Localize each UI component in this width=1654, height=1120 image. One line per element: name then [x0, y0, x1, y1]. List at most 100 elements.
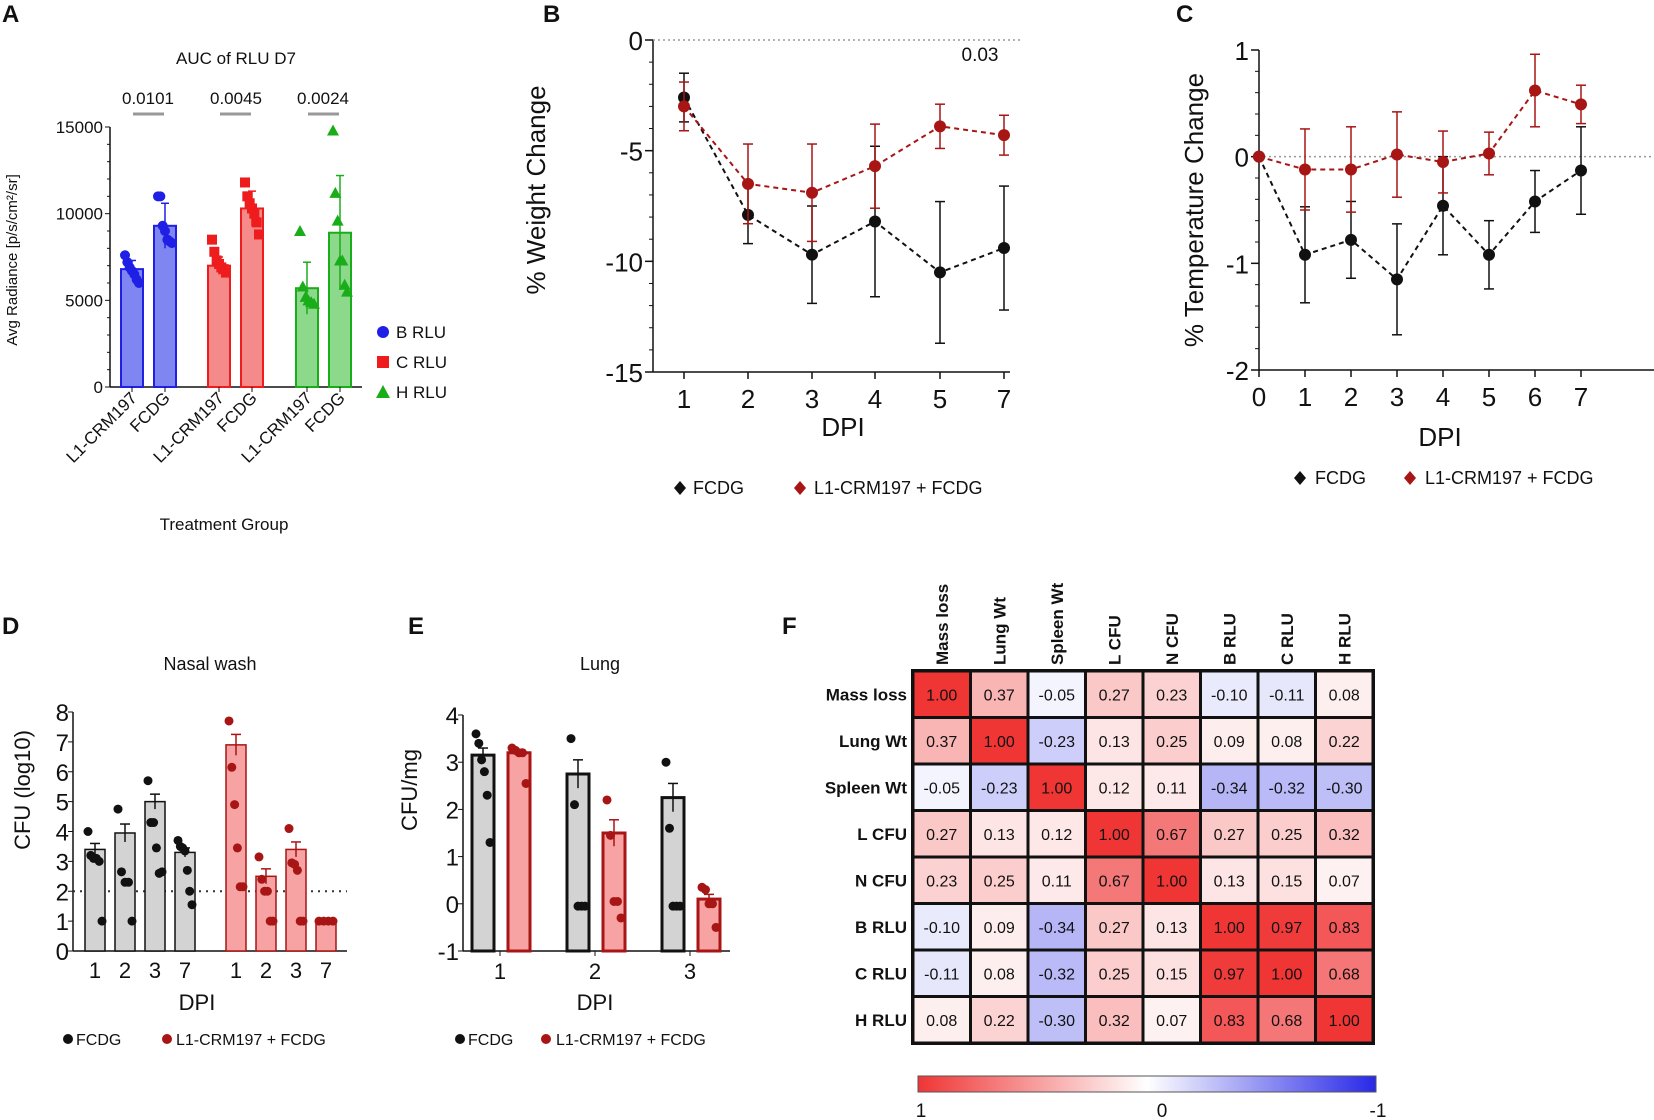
chart-c-point: [1437, 199, 1449, 212]
chart-f-col-label: Lung Wt: [990, 597, 1009, 665]
chart-a-y-tick-label: 5000: [65, 291, 103, 310]
chart-c-legend-marker-fcdg: [1294, 471, 1306, 485]
chart-e-y-tick-label: 4: [446, 703, 459, 730]
chart-f-cell: [1029, 719, 1084, 763]
chart-d-point: [182, 865, 192, 875]
chart-e-legend-label-fcdg: FCDG: [468, 1032, 513, 1049]
chart-f-cell: [1144, 951, 1199, 995]
chart-e-point: [711, 922, 721, 932]
chart-f-cell-value: 0.97: [1214, 966, 1245, 983]
chart-f-colorbar-label-min: -1: [1370, 1101, 1387, 1120]
chart-f-cell: [1317, 951, 1372, 995]
chart-f-cell: [914, 905, 969, 949]
chart-c-legend-label-fcdg: FCDG: [1315, 468, 1366, 488]
chart-f-cell-value: 0.08: [1329, 687, 1360, 704]
chart-f-cell-value: 0.22: [984, 1013, 1015, 1030]
chart-f-cell: [914, 998, 969, 1042]
chart-a-point: [207, 234, 217, 245]
chart-f-cell-value: 0.25: [984, 873, 1015, 890]
chart-f-cell: [1144, 905, 1199, 949]
chart-f-cell: [914, 951, 969, 995]
chart-f-cell: [972, 998, 1027, 1042]
chart-e-title: Lung: [580, 654, 620, 674]
chart-f-heatmap: 1.00 0.37 -0.05 0.27 0.23 -0.10 -0.11 0.08 0.37 1…: [825, 582, 1375, 1080]
chart-a-legend-label-h: H RLU: [396, 383, 447, 402]
chart-a-legend-marker: [376, 385, 390, 398]
chart-f-cell: [1317, 858, 1372, 902]
chart-a-pvalue-1: 0.0101: [122, 89, 174, 108]
chart-e-bar: [470, 753, 496, 953]
chart-a-point: [242, 191, 253, 202]
chart-f-cell-value: 0.12: [1099, 780, 1130, 797]
chart-d-x-tick-label: 2: [119, 958, 131, 983]
panel-letter-b: B: [543, 1, 560, 28]
chart-f-cell: [1029, 672, 1084, 716]
chart-f-cell: [1259, 812, 1314, 856]
chart-a-point: [221, 267, 231, 278]
chart-f-row-label: Mass loss: [826, 685, 907, 704]
chart-b-point: [998, 129, 1010, 142]
chart-e: -1 0 1 2 3 4 1 2 3: [438, 703, 730, 1044]
chart-e-bar: [660, 796, 686, 953]
chart-f-cell: [1202, 905, 1257, 949]
chart-e-y-tick-label: 2: [446, 797, 459, 824]
chart-c-point: [1391, 148, 1403, 161]
chart-f-cell-value: 0.23: [926, 873, 957, 890]
chart-f-cell: [972, 719, 1027, 763]
chart-a-point: [244, 198, 255, 209]
chart-e-point: [471, 729, 481, 739]
chart-d-bar: [114, 832, 136, 952]
chart-f-cell-value: 1.00: [1099, 827, 1130, 844]
chart-f-cell: [1087, 719, 1142, 763]
chart-b-point: [869, 215, 881, 228]
chart-f-col-label: Spleen Wt: [1048, 582, 1067, 665]
chart-d-point: [83, 827, 93, 836]
chart-a-x-tick-label: L1-CRM197: [63, 388, 141, 466]
chart-a-legend-label-c: C RLU: [396, 353, 447, 372]
chart-e-point: [665, 823, 674, 833]
chart-f-col-label: L CFU: [1105, 615, 1124, 665]
chart-c-y-tick-label: 0: [1235, 143, 1249, 173]
chart-f-cell: [1144, 858, 1199, 902]
chart-c-y-tick-label: -1: [1226, 249, 1249, 279]
chart-f-cell-value: -0.05: [924, 780, 961, 797]
chart-f-cell-value: 1.00: [1271, 966, 1302, 983]
chart-d-x-tick-label: 7: [320, 958, 332, 983]
chart-d-legend-label-l1: L1-CRM197 + FCDG: [176, 1032, 326, 1049]
chart-d-point: [257, 874, 267, 884]
chart-f-cell-value: -0.11: [1269, 687, 1304, 704]
chart-c-x-tick-label: 2: [1344, 382, 1358, 412]
chart-a-legend-marker: [377, 356, 389, 368]
chart-c-series-line: [1258, 156, 1582, 281]
chart-a-point: [251, 217, 262, 228]
chart-c-point: [1483, 147, 1495, 160]
chart-f-cell: [1029, 765, 1084, 809]
chart-b: 0 -5 -10 -15 1 2 3 4 5 7: [605, 26, 1020, 495]
chart-d-y-tick-label: 6: [56, 760, 69, 787]
chart-c-x-tick-label: 0: [1252, 382, 1266, 412]
chart-e-point: [701, 885, 710, 895]
chart-e-ylabel: CFU/mg: [397, 749, 422, 831]
chart-d-point: [284, 824, 294, 834]
chart-d-point: [254, 852, 264, 862]
chart-c-point: [1345, 163, 1357, 176]
chart-f-cell: [1317, 719, 1372, 763]
chart-f-cell: [972, 905, 1027, 949]
chart-f-cell-value: -0.32: [1039, 966, 1076, 983]
chart-f-colorbar-label-max: 1: [916, 1101, 927, 1120]
chart-c-point: [1483, 248, 1495, 261]
chart-a-point: [329, 186, 342, 198]
chart-e-y-tick-label: 0: [446, 892, 459, 919]
chart-f-row-label: Lung Wt: [839, 732, 907, 751]
chart-f-cell: [972, 951, 1027, 995]
chart-a-pvalue-2: 0.0045: [210, 89, 262, 108]
chart-f-colorbar: [917, 1075, 1377, 1093]
chart-d-point: [117, 867, 126, 877]
chart-e-point: [566, 734, 576, 744]
chart-f-cell-value: 0.83: [1214, 1013, 1245, 1030]
chart-c-legend-marker-l1: [1404, 471, 1416, 485]
chart-b-legend-marker-fcdg: [674, 481, 686, 495]
chart-d-x-tick-label: 7: [179, 958, 191, 983]
chart-f-cell-value: 0.15: [1156, 966, 1187, 983]
chart-e-y-tick-label: 3: [446, 750, 459, 777]
